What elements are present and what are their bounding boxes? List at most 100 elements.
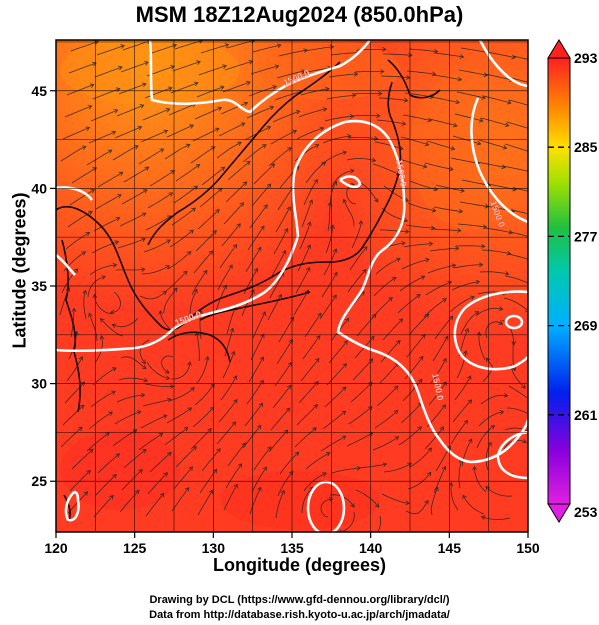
- streamline-arrowhead: [457, 228, 462, 233]
- streamline-arrowhead: [347, 134, 352, 139]
- streamline: [324, 386, 347, 408]
- streamline: [401, 258, 430, 270]
- streamline-arrowhead: [276, 43, 282, 49]
- streamline: [403, 243, 433, 248]
- streamline: [296, 404, 318, 426]
- streamline-arrowhead: [382, 462, 388, 467]
- streamline: [121, 469, 143, 491]
- streamline: [398, 426, 422, 446]
- streamline-arrowhead: [439, 426, 445, 432]
- streamline: [374, 141, 404, 150]
- streamline: [450, 420, 468, 445]
- streamline-arrowhead: [442, 298, 447, 303]
- streamline: [192, 128, 220, 142]
- streamline: [397, 294, 421, 314]
- x-tick-label: 135: [280, 540, 304, 556]
- streamline-arrowhead: [321, 161, 327, 166]
- streamline-arrowhead: [141, 82, 147, 88]
- streamline-arrowhead: [141, 212, 147, 217]
- streamline-arrowhead: [168, 192, 174, 197]
- streamline-arrowhead: [368, 381, 373, 387]
- streamline-arrowhead: [498, 306, 504, 311]
- streamline: [140, 130, 168, 143]
- streamline-arrowhead: [266, 183, 272, 189]
- streamline-arrowhead: [217, 106, 223, 112]
- streamline-arrowhead: [342, 198, 348, 204]
- streamline-arrowhead: [109, 309, 115, 315]
- streamline-arrowhead: [333, 271, 338, 277]
- streamline-arrowhead: [464, 327, 469, 333]
- streamline-arrowhead: [481, 243, 486, 249]
- streamline: [164, 144, 190, 160]
- streamline-arrowhead: [274, 64, 280, 69]
- streamline-arrowhead: [376, 113, 381, 119]
- streamline-arrowhead: [208, 250, 214, 255]
- streamline-arrowhead: [317, 312, 322, 318]
- streamline: [192, 406, 215, 428]
- streamline: [427, 264, 456, 274]
- streamline-arrowhead: [425, 257, 430, 263]
- streamline-arrowhead: [262, 466, 267, 472]
- streamline: [378, 362, 399, 385]
- streamline-arrowhead: [166, 239, 171, 244]
- streamline-arrowhead: [270, 163, 276, 168]
- streamline-arrowhead: [449, 166, 454, 172]
- streamline-arrowhead: [79, 404, 85, 410]
- streamline-arrowhead: [529, 398, 533, 402]
- streamline: [64, 381, 85, 404]
- streamline: [274, 362, 292, 387]
- streamline-arrowhead: [403, 217, 409, 223]
- streamline-arrowhead: [101, 275, 106, 280]
- streamline: [189, 289, 198, 317]
- streamline: [87, 276, 106, 298]
- streamline: [424, 162, 454, 170]
- streamline: [223, 484, 238, 511]
- streamline: [431, 228, 461, 231]
- streamline-arrowhead: [306, 244, 312, 249]
- streamline-arrowhead: [116, 194, 122, 199]
- streamline-arrowhead: [108, 411, 113, 416]
- streamline: [247, 225, 265, 251]
- streamline-arrowhead: [83, 491, 89, 496]
- streamline: [269, 272, 284, 299]
- streamline: [83, 290, 87, 320]
- streamline-arrowhead: [504, 122, 510, 128]
- streamline-arrowhead: [455, 99, 460, 105]
- streamline: [378, 97, 408, 101]
- x-tick-label: 150: [516, 540, 540, 556]
- streamline-arrowhead: [232, 375, 238, 380]
- streamline-arrowhead: [511, 341, 517, 346]
- streamline-arrowhead: [371, 313, 377, 319]
- streamline: [88, 131, 116, 144]
- streamline: [350, 382, 373, 403]
- streamline-arrowhead: [529, 149, 533, 153]
- streamline: [279, 451, 299, 475]
- streamline-arrowhead: [286, 206, 291, 211]
- streamline: [423, 298, 447, 318]
- y-axis: 25 30 35 40 45: [31, 83, 56, 489]
- streamline-arrowhead: [403, 97, 409, 103]
- streamline: [142, 398, 172, 407]
- streamline-arrowhead: [272, 85, 277, 90]
- streamline-arrowhead: [159, 148, 165, 153]
- streamline-arrowhead: [137, 125, 143, 131]
- streamline-arrowhead: [182, 270, 188, 276]
- streamline-arrowhead: [266, 125, 272, 131]
- streamline-arrowhead: [111, 130, 117, 136]
- streamline-arrowhead: [144, 166, 150, 171]
- streamline: [300, 358, 320, 382]
- streamline: [450, 157, 480, 164]
- streamline-arrowhead: [537, 60, 541, 64]
- streamline-arrowhead: [325, 452, 331, 457]
- streamline-arrowhead: [419, 355, 424, 361]
- streamline-arrowhead: [289, 316, 294, 322]
- streamline-arrowhead: [78, 356, 84, 361]
- streamline-arrowhead: [457, 76, 463, 82]
- streamline-arrowhead: [350, 503, 355, 508]
- streamline: [428, 118, 458, 127]
- streamline: [139, 291, 167, 300]
- streamline: [512, 55, 528, 60]
- streamline-arrowhead: [241, 442, 246, 447]
- streamline-arrowhead: [216, 448, 221, 453]
- streamline-arrowhead: [257, 246, 262, 252]
